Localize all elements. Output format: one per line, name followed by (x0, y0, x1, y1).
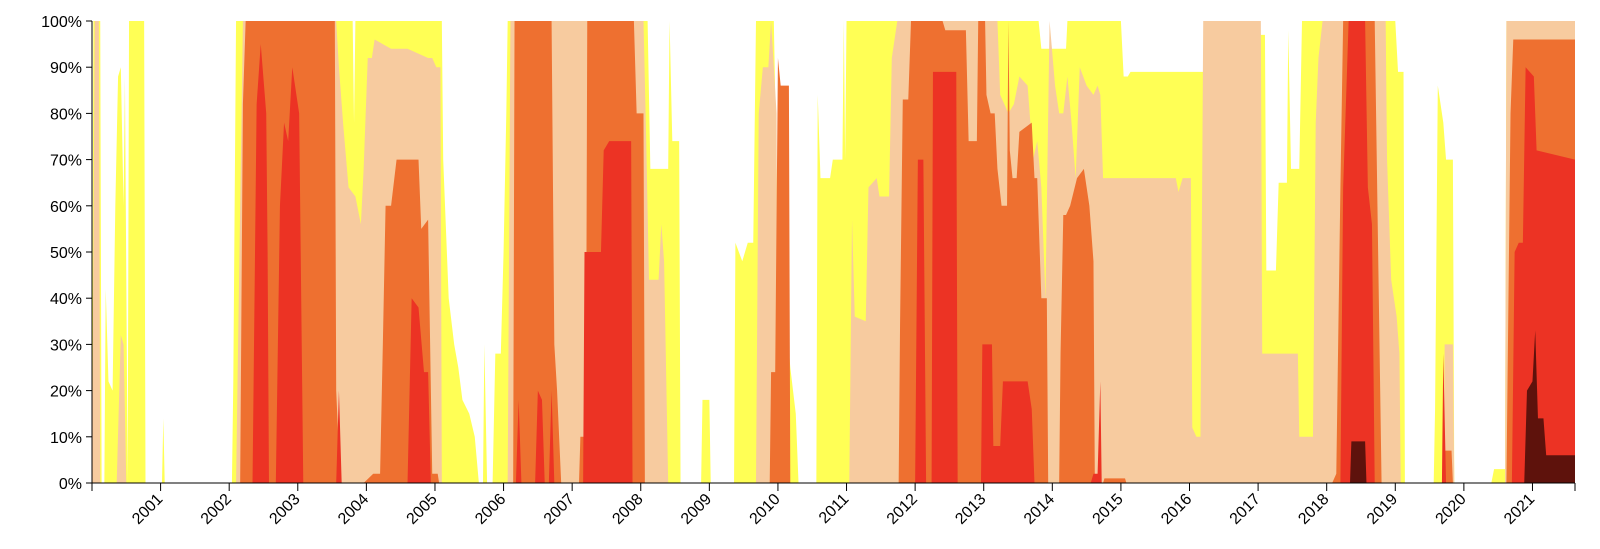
x-tick-label: 2015 (1090, 491, 1127, 528)
x-tick-label: 2011 (816, 491, 852, 527)
y-tick-label: 10% (50, 430, 82, 447)
x-tick-label: 2004 (335, 491, 372, 528)
series-area-3 (240, 21, 1575, 483)
x-tick-label: 2010 (747, 491, 784, 528)
x-tick-label: 2020 (1433, 491, 1470, 528)
x-tick-label: 2003 (266, 491, 303, 528)
x-tick-label: 2005 (404, 491, 441, 528)
series-area-4 (252, 21, 1575, 483)
x-tick-label: 2006 (472, 491, 509, 528)
y-tick-label: 20% (50, 384, 82, 401)
x-tick-label: 2016 (1158, 491, 1195, 528)
y-tick-label: 40% (50, 291, 82, 308)
x-tick-label: 2014 (1021, 491, 1058, 528)
y-tick-label: 80% (50, 106, 82, 123)
x-tick-label: 2018 (1295, 491, 1332, 528)
x-tick-label: 2019 (1364, 491, 1401, 528)
y-tick-label: 0% (59, 476, 82, 493)
x-tick-label: 2001 (129, 491, 166, 528)
x-tick-label: 2008 (609, 491, 646, 528)
y-tick-label: 70% (50, 153, 82, 170)
series-area-2 (92, 21, 1575, 483)
x-tick-label: 2021 (1501, 491, 1538, 528)
y-tick-label: 60% (50, 199, 82, 216)
series-area-5 (1350, 330, 1575, 483)
y-tick-label: 50% (50, 245, 82, 262)
x-tick-label: 2007 (541, 491, 578, 528)
x-tick-label: 2017 (1227, 491, 1264, 528)
x-tick-label: 2002 (198, 491, 235, 528)
x-tick-label: 2013 (952, 491, 989, 528)
x-tick-label: 2009 (678, 491, 715, 528)
series-layer (92, 21, 1575, 483)
y-tick-label: 30% (50, 337, 82, 354)
x-tick-label: 2012 (884, 491, 921, 528)
y-tick-label: 90% (50, 60, 82, 77)
y-tick-label: 100% (41, 14, 82, 31)
